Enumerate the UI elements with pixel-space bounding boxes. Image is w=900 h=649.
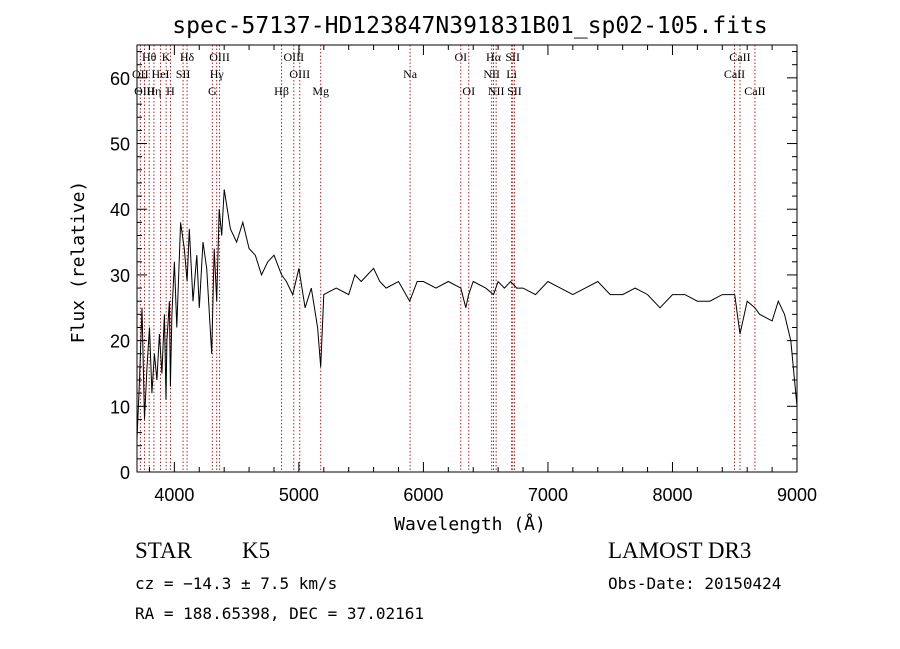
line-marker-label: SII [505,50,520,64]
line-marker-label: Hθ [142,50,157,64]
x-axis-label: Wavelength (Å) [394,513,546,535]
line-marker-label: G [208,84,217,98]
y-tick-label: 20 [110,332,130,352]
redshift-cz: cz = −14.3 ± 7.5 km/s [135,574,338,593]
line-marker-label: OIII [283,50,304,64]
y-tick-label: 50 [110,135,130,155]
x-tick-label: 4000 [154,485,194,505]
x-axis-ticks: 4000 5000 6000 7000 8000 9000 [148,45,817,505]
object-class: STAR [135,538,192,563]
x-tick-label: 8000 [652,485,692,505]
line-marker-label: Li [506,67,517,81]
line-markers [139,45,756,472]
line-marker-label: Hα [486,50,502,64]
x-tick-label: 7000 [528,485,568,505]
survey-name: LAMOST DR3 [608,538,752,563]
line-marker-label: Hη [146,84,161,98]
line-marker-label: NII [488,84,505,98]
line-marker-label: SII [507,84,522,98]
line-marker-label: Hδ [180,50,195,64]
x-tick-label: 6000 [403,485,443,505]
line-marker-label: OI [462,84,475,98]
line-marker-label: HeI [152,67,170,81]
observation-date: Obs-Date: 20150424 [608,574,782,593]
line-marker-label: H [166,84,175,98]
line-marker-label: K [162,50,171,64]
line-marker-label: NII [483,67,500,81]
object-subclass: K5 [242,538,271,563]
y-tick-label: 40 [110,200,130,220]
line-marker-label: OIII [289,67,310,81]
line-marker-label: CaII [744,84,765,98]
line-marker-label: Hβ [274,84,289,98]
coordinates: RA = 188.65398, DEC = 37.02161 [135,604,424,623]
line-marker-label: Hγ [210,67,225,81]
line-marker-label: CaII [729,50,750,64]
line-marker-label: SII [176,67,191,81]
y-tick-label: 10 [110,397,130,417]
y-axis-ticks: 0 10 20 30 40 50 60 [110,51,797,483]
x-tick-label: 5000 [279,485,319,505]
y-tick-label: 30 [110,266,130,286]
x-tick-label: 9000 [777,485,817,505]
y-tick-label: 60 [110,69,130,89]
line-marker-label: CaII [724,67,745,81]
line-marker-label: Na [403,67,418,81]
y-axis-label: Flux (relative) [68,181,89,344]
line-marker-label: Mg [312,84,329,98]
y-tick-label: 0 [120,463,130,483]
line-marker-label: OII [132,67,149,81]
line-marker-label: OIII [209,50,230,64]
spectrum-line [136,189,798,440]
plot-frame [136,44,798,473]
line-marker-label: OI [454,50,467,64]
chart-title: spec-57137-HD123847N391831B01_sp02-105.f… [172,13,767,39]
line-marker-label: OIII [134,84,155,98]
